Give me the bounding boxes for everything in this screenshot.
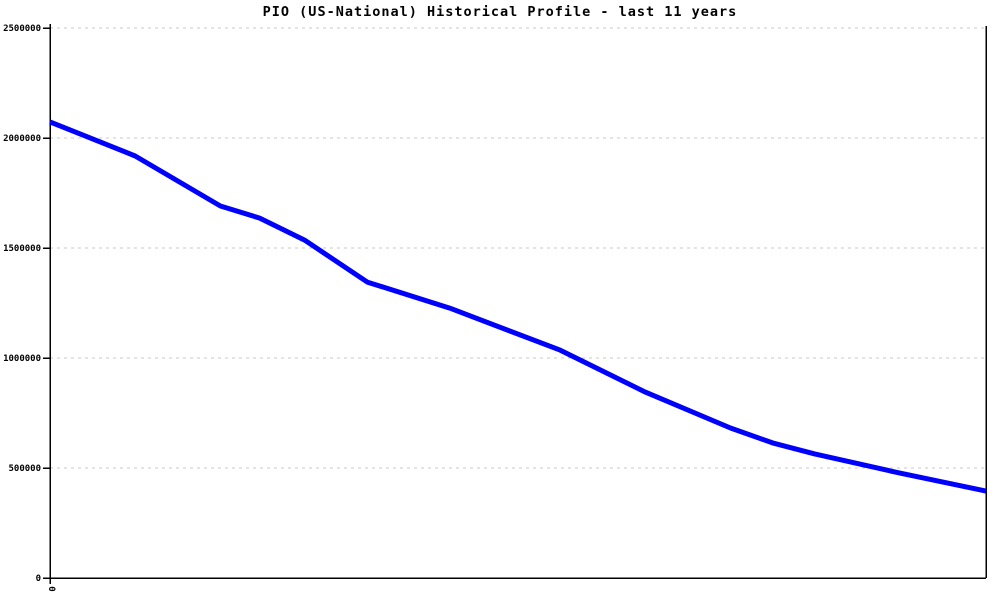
y-axis-tick-label: 1500000	[3, 244, 41, 254]
y-axis-tick-label: 0	[36, 574, 41, 584]
y-axis-tick-label: 1000000	[3, 354, 41, 364]
y-axis-tick-label: 500000	[8, 464, 41, 474]
y-axis-tick-label: 2500000	[3, 24, 41, 34]
x-axis-tick-label: 0	[46, 586, 56, 591]
chart-title: PIO (US-National) Historical Profile - l…	[262, 4, 738, 20]
y-axis-tick-label: 2000000	[3, 134, 41, 144]
data-series-line	[49, 119, 987, 494]
